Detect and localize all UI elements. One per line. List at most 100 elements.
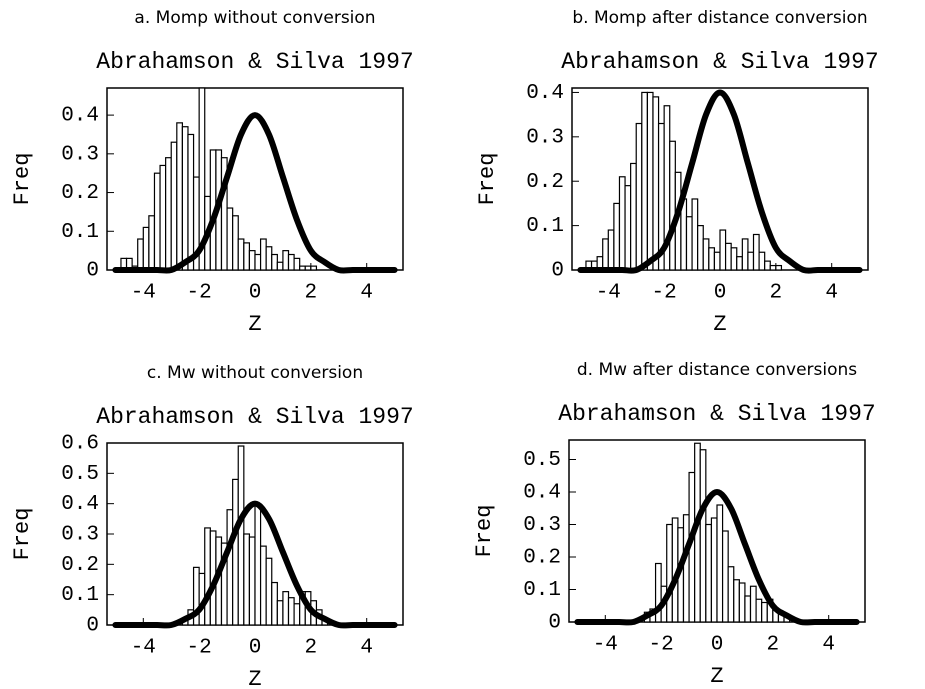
x-axis-label: Z xyxy=(713,312,726,337)
histogram-bar xyxy=(282,591,290,626)
y-tick-label: 0 xyxy=(551,260,564,283)
histogram-bar xyxy=(764,260,771,271)
y-tick-label: 0.2 xyxy=(61,182,99,205)
histogram-bar xyxy=(758,251,766,271)
y-tick-label: 0 xyxy=(86,260,99,283)
x-axis-label: Z xyxy=(248,667,261,689)
histogram-bar xyxy=(187,133,195,271)
y-tick-label: 0 xyxy=(86,615,99,638)
histogram-bar xyxy=(293,603,301,626)
histogram-bar xyxy=(744,595,752,623)
histogram-bar xyxy=(142,226,150,271)
x-tick-label: 0 xyxy=(249,637,262,660)
histogram-bar xyxy=(733,579,740,623)
x-tick-label: -4 xyxy=(131,282,156,305)
normal-curve xyxy=(574,488,860,626)
histogram-bar xyxy=(226,207,234,271)
histogram-bar xyxy=(721,530,729,623)
histogram-bar xyxy=(265,557,273,626)
y-tick-label: 0.3 xyxy=(526,126,564,149)
histogram-bar xyxy=(630,162,637,271)
histogram-bar xyxy=(243,242,251,271)
histogram-bar xyxy=(708,247,716,271)
panel: c. Mw without conversion Abrahamson & Sil… xyxy=(10,363,414,689)
histogram-bar xyxy=(775,264,783,271)
histogram-bar xyxy=(237,445,245,626)
normal-curve xyxy=(577,89,863,274)
x-tick-label: -2 xyxy=(187,637,212,660)
histogram-bar xyxy=(710,517,718,623)
x-tick-label: -2 xyxy=(649,634,674,657)
x-tick-label: 2 xyxy=(770,282,783,305)
histogram-bar xyxy=(254,253,262,271)
x-tick-label: 4 xyxy=(360,282,373,305)
histogram-bar xyxy=(148,215,156,271)
y-tick-label: 0.3 xyxy=(61,524,99,547)
histogram-bar xyxy=(170,141,178,271)
histogram-bar xyxy=(276,261,284,271)
histogram-bar xyxy=(755,598,763,623)
chart-title: Abrahamson & Silva 1997 xyxy=(558,401,875,427)
histogram-bar xyxy=(293,257,301,271)
x-tick-label: 2 xyxy=(767,634,780,657)
histogram-bar xyxy=(761,601,768,623)
histogram-bar xyxy=(137,238,144,271)
histogram-bar xyxy=(226,509,234,626)
histogram-bar xyxy=(646,91,654,271)
histogram-bar xyxy=(159,164,167,271)
histogram-bar xyxy=(682,514,690,623)
histogram-bar xyxy=(738,582,746,623)
chart-title: Abrahamson & Silva 1997 xyxy=(96,404,413,430)
histogram-bar xyxy=(259,238,267,271)
histogram-bar xyxy=(752,233,760,271)
y-tick-label: 0.3 xyxy=(523,514,561,537)
x-tick-label: -4 xyxy=(596,282,621,305)
y-tick-label: 0.2 xyxy=(61,554,99,577)
chart-title: Abrahamson & Silva 1997 xyxy=(561,49,878,75)
normal-curve xyxy=(112,500,398,629)
histogram-bar xyxy=(254,503,262,626)
x-tick-label: 2 xyxy=(305,282,318,305)
histogram-bar xyxy=(304,265,312,271)
histogram-bar xyxy=(685,216,693,271)
histogram-bar xyxy=(727,566,735,623)
histogram-bar xyxy=(618,176,626,271)
panel: a. Momp without conversion Abrahamson & S… xyxy=(10,8,414,337)
histogram-bar xyxy=(602,238,609,271)
histogram-bar xyxy=(265,246,273,271)
y-tick-label: 0.6 xyxy=(61,433,99,456)
y-tick-label: 0.1 xyxy=(61,584,99,607)
x-tick-label: 2 xyxy=(305,637,318,660)
histogram-bar xyxy=(271,581,278,626)
x-tick-label: 0 xyxy=(249,282,262,305)
histogram-bar xyxy=(248,250,256,271)
panel: d. Mw after distance conversions Abrahams… xyxy=(472,360,876,689)
histogram-bar xyxy=(176,122,183,271)
x-tick-label: -2 xyxy=(187,282,212,305)
x-tick-label: 4 xyxy=(822,634,835,657)
histogram-bar xyxy=(749,585,757,623)
x-tick-label: -4 xyxy=(593,634,618,657)
histogram-bar xyxy=(287,597,295,626)
y-axis-label: Freq xyxy=(10,508,35,561)
chart-title: Abrahamson & Silva 1997 xyxy=(96,49,413,75)
histogram-bar xyxy=(747,251,755,271)
histogram-bar xyxy=(666,523,673,623)
y-tick-label: 0.1 xyxy=(526,215,564,238)
histogram-bar xyxy=(237,238,245,271)
y-axis-label: Freq xyxy=(10,153,35,206)
histogram-bar xyxy=(652,96,660,271)
histogram-bar xyxy=(271,253,278,271)
y-tick-label: 0.5 xyxy=(61,463,99,486)
y-tick-label: 0.4 xyxy=(526,82,564,105)
x-tick-label: 4 xyxy=(360,637,373,660)
y-tick-label: 0.2 xyxy=(526,171,564,194)
histogram-bar xyxy=(741,238,749,271)
histogram-bar xyxy=(607,229,615,271)
x-tick-label: -4 xyxy=(131,637,156,660)
histogram-bar xyxy=(282,250,290,271)
x-tick-label: 0 xyxy=(711,634,724,657)
y-tick-label: 0.1 xyxy=(61,221,99,244)
histogram-bar xyxy=(724,242,732,271)
